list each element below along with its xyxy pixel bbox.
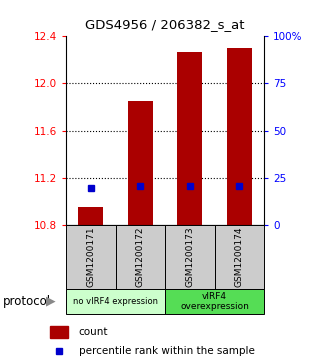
- Bar: [178, 52, 202, 225]
- Bar: [66, 225, 115, 289]
- Bar: [115, 225, 165, 289]
- Text: GSM1200172: GSM1200172: [136, 227, 145, 287]
- Bar: [66, 289, 165, 314]
- Text: no vIRF4 expression: no vIRF4 expression: [73, 297, 158, 306]
- Text: protocol: protocol: [3, 295, 51, 308]
- Text: GSM1200174: GSM1200174: [235, 227, 244, 287]
- Text: GSM1200173: GSM1200173: [185, 227, 194, 287]
- Text: GDS4956 / 206382_s_at: GDS4956 / 206382_s_at: [85, 18, 245, 31]
- Bar: [79, 207, 103, 225]
- Text: vIRF4
overexpression: vIRF4 overexpression: [180, 291, 249, 311]
- Bar: [214, 225, 264, 289]
- Bar: [165, 289, 264, 314]
- Text: percentile rank within the sample: percentile rank within the sample: [79, 346, 254, 356]
- Bar: [50, 326, 68, 338]
- Bar: [165, 225, 214, 289]
- Bar: [128, 101, 152, 225]
- Bar: [227, 48, 251, 225]
- Text: GSM1200171: GSM1200171: [86, 227, 95, 287]
- Text: count: count: [79, 327, 108, 337]
- Text: ▶: ▶: [46, 295, 56, 308]
